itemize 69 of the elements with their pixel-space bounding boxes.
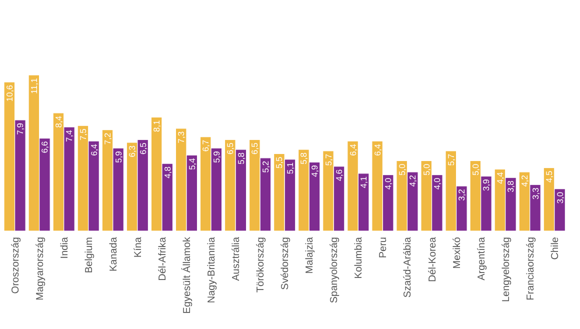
- data-label: 5,9: [113, 150, 124, 163]
- x-tick-label: Kína: [132, 236, 144, 258]
- x-tick-label: Dél-Korea: [427, 236, 438, 282]
- x-tick-label: Törökország: [256, 237, 267, 293]
- x-tick-label: Lengyelország: [500, 237, 512, 302]
- data-label: 5,7: [446, 154, 456, 166]
- x-tick-label: Svédország: [280, 237, 292, 290]
- data-label: 6,4: [88, 144, 99, 156]
- data-label: 4,0: [432, 178, 442, 190]
- x-tick-label: Belgium: [84, 237, 95, 274]
- data-label: 3,3: [530, 187, 540, 200]
- data-label: 8,4: [53, 116, 64, 128]
- x-tick-label: Egyesült Államok: [180, 236, 193, 314]
- data-label: 5,0: [421, 163, 432, 176]
- data-label: 4,9: [310, 164, 320, 177]
- data-label: 6,5: [225, 142, 236, 154]
- x-tick-label: Nagy-Britannia: [206, 236, 218, 304]
- data-label: 7,2: [102, 132, 113, 145]
- data-label: 5,9: [211, 150, 222, 163]
- x-tick-label: Kolumbia: [354, 236, 365, 279]
- x-tick-label: Peru: [378, 237, 390, 258]
- data-label: 4,2: [519, 174, 530, 187]
- data-label: 8,1: [152, 120, 162, 132]
- data-label: 5,7: [323, 154, 334, 166]
- x-tick-label: Kanada: [108, 236, 120, 272]
- data-label: 5,8: [236, 152, 246, 164]
- data-label: 6,4: [348, 144, 358, 156]
- data-label: 4,0: [383, 178, 394, 190]
- data-label: 5,0: [396, 163, 407, 176]
- data-label: 5,8: [298, 152, 309, 164]
- x-tick-label: Ausztrália: [231, 236, 242, 281]
- data-label: 4,8: [162, 166, 172, 178]
- data-label: 5,5: [274, 156, 284, 169]
- data-label: 5,1: [284, 162, 295, 174]
- data-label: 10,6: [4, 84, 14, 102]
- x-tick-label: Spanyolország: [329, 237, 340, 304]
- x-tick-label: Dél-Afrika: [157, 236, 168, 281]
- data-label: 6,7: [200, 140, 211, 152]
- data-label: 4,6: [334, 169, 344, 182]
- x-tick-label: Malajzia: [304, 236, 316, 274]
- data-label: 4,4: [494, 172, 505, 184]
- data-label: 5,0: [470, 163, 480, 176]
- data-label: 11,1: [28, 78, 39, 94]
- data-label: 6,6: [40, 140, 50, 154]
- data-label: 7,5: [78, 128, 88, 140]
- data-label: 5,4: [186, 158, 197, 170]
- data-label: 7,4: [64, 130, 74, 142]
- data-label: 7,3: [176, 131, 186, 144]
- x-tick-label: Argentína: [476, 236, 488, 280]
- data-label: 3,9: [481, 178, 492, 192]
- x-tick-label: Szaúd-Arábia: [402, 236, 414, 298]
- data-label: 7,9: [15, 122, 26, 135]
- data-label: 6,4: [372, 144, 382, 156]
- data-label: 3,2: [456, 188, 467, 201]
- data-label: 4,1: [358, 176, 369, 188]
- data-label: 6,3: [127, 145, 138, 158]
- data-label: 6,5: [138, 142, 148, 154]
- x-tick-label: Mexikó: [452, 236, 463, 269]
- x-tick-label: Chile: [550, 236, 561, 260]
- data-label: 4,2: [408, 174, 418, 187]
- data-label: 4,5: [544, 170, 554, 183]
- data-label: 3,8: [506, 180, 516, 192]
- x-tick-label: Oroszország: [10, 237, 22, 294]
- data-label: 3,0: [554, 192, 565, 204]
- data-label: 6,5: [250, 142, 260, 154]
- x-tick-label: Franciaország: [525, 237, 536, 300]
- x-tick-label: Magyarország: [34, 237, 46, 300]
- data-label: 5,2: [260, 160, 270, 173]
- x-tick-label: India: [59, 236, 70, 259]
